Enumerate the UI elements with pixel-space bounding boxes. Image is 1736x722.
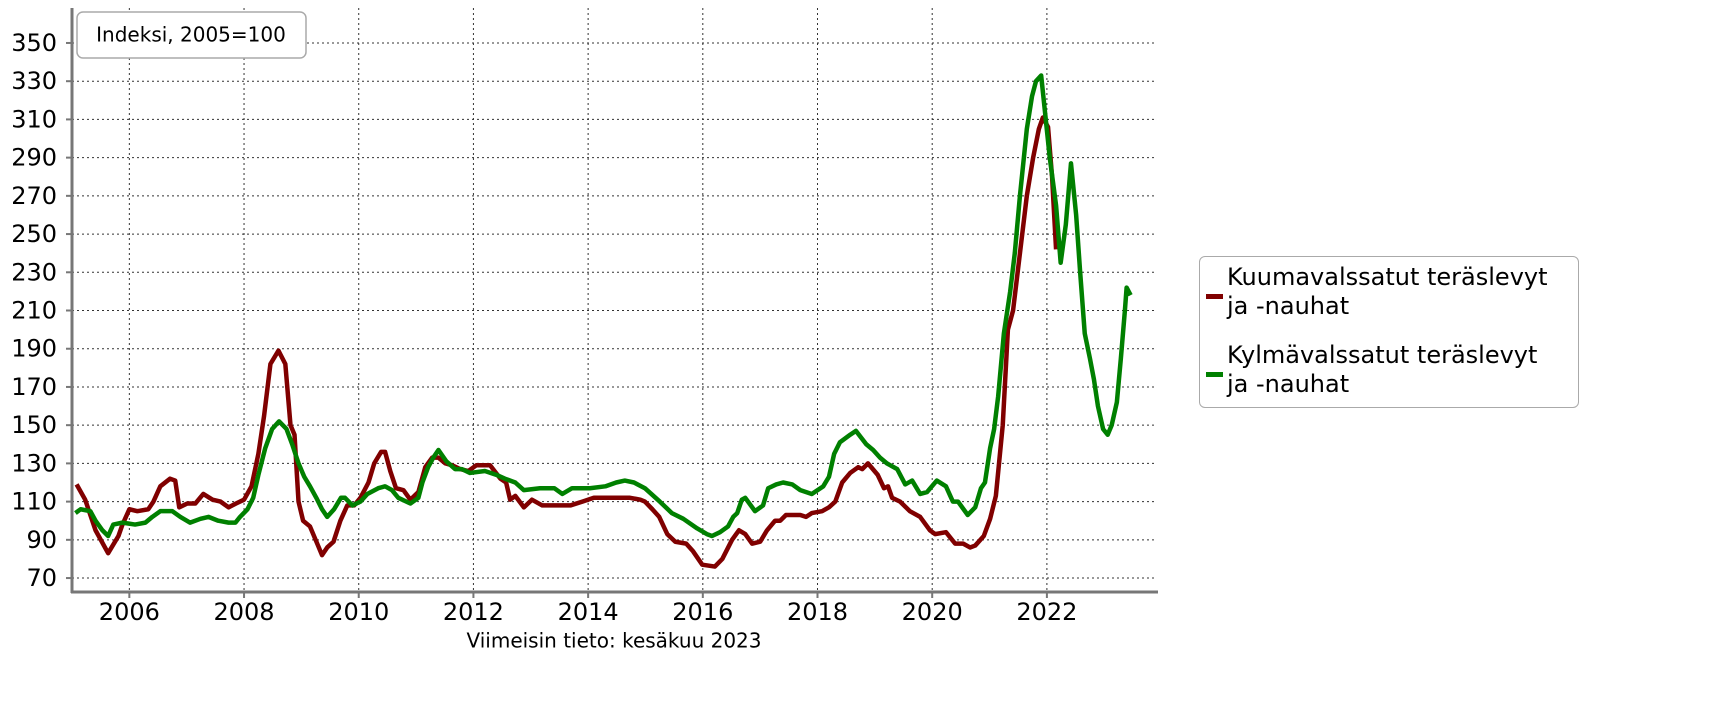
legend-entry: Kuumavalssatut teräslevyt ja -nauhat — [1200, 263, 1557, 321]
y-tick-label: 330 — [11, 67, 57, 95]
y-tick-label: 90 — [26, 526, 57, 554]
x-tick-label: 2008 — [214, 598, 275, 626]
y-tick-label: 350 — [11, 29, 57, 57]
legend-swatch — [1206, 294, 1223, 299]
x-tick-label: 2010 — [328, 598, 389, 626]
y-tick-label: 270 — [11, 182, 57, 210]
footnote: Viimeisin tieto: kesäkuu 2023 — [466, 629, 761, 653]
x-tick-label: 2012 — [443, 598, 504, 626]
y-tick-label: 170 — [11, 373, 57, 401]
y-tick-label: 250 — [11, 220, 57, 248]
legend-swatch — [1206, 372, 1223, 377]
y-tick-label: 190 — [11, 335, 57, 363]
x-tick-label: 2020 — [902, 598, 963, 626]
y-tick-label: 150 — [11, 411, 57, 439]
y-tick-label: 310 — [11, 105, 57, 133]
title-box — [76, 11, 307, 59]
x-tick-label: 2018 — [787, 598, 848, 626]
x-tick-label: 2014 — [558, 598, 619, 626]
x-tick-label: 2016 — [672, 598, 733, 626]
legend-label: Kylmävalssatut teräslevyt ja -nauhat — [1227, 341, 1538, 398]
y-tick-label: 290 — [11, 144, 57, 172]
chart-title: Indeksi, 2005=100 — [96, 23, 286, 47]
grid — [66, 8, 1157, 598]
y-tick-label: 110 — [11, 488, 57, 516]
y-tick-label: 230 — [11, 258, 57, 286]
y-tick-label: 130 — [11, 449, 57, 477]
legend: Kuumavalssatut teräslevyt ja -nauhat Kylm… — [1199, 256, 1579, 408]
tick-labels: 70 90 110 130 150 170 190 210 230 250 270 290 310 330… — [11, 29, 1077, 626]
y-tick-label: 70 — [26, 564, 57, 592]
lines — [74, 73, 1133, 569]
legend-label: Kuumavalssatut teräslevyt ja -nauhat — [1227, 263, 1548, 320]
x-tick-label: 2022 — [1016, 598, 1077, 626]
series-line — [74, 115, 1059, 569]
legend-entry: Kylmävalssatut teräslevyt ja -nauhat — [1200, 341, 1557, 399]
y-tick-label: 210 — [11, 297, 57, 325]
series-line — [74, 73, 1133, 539]
x-tick-label: 2006 — [99, 598, 160, 626]
